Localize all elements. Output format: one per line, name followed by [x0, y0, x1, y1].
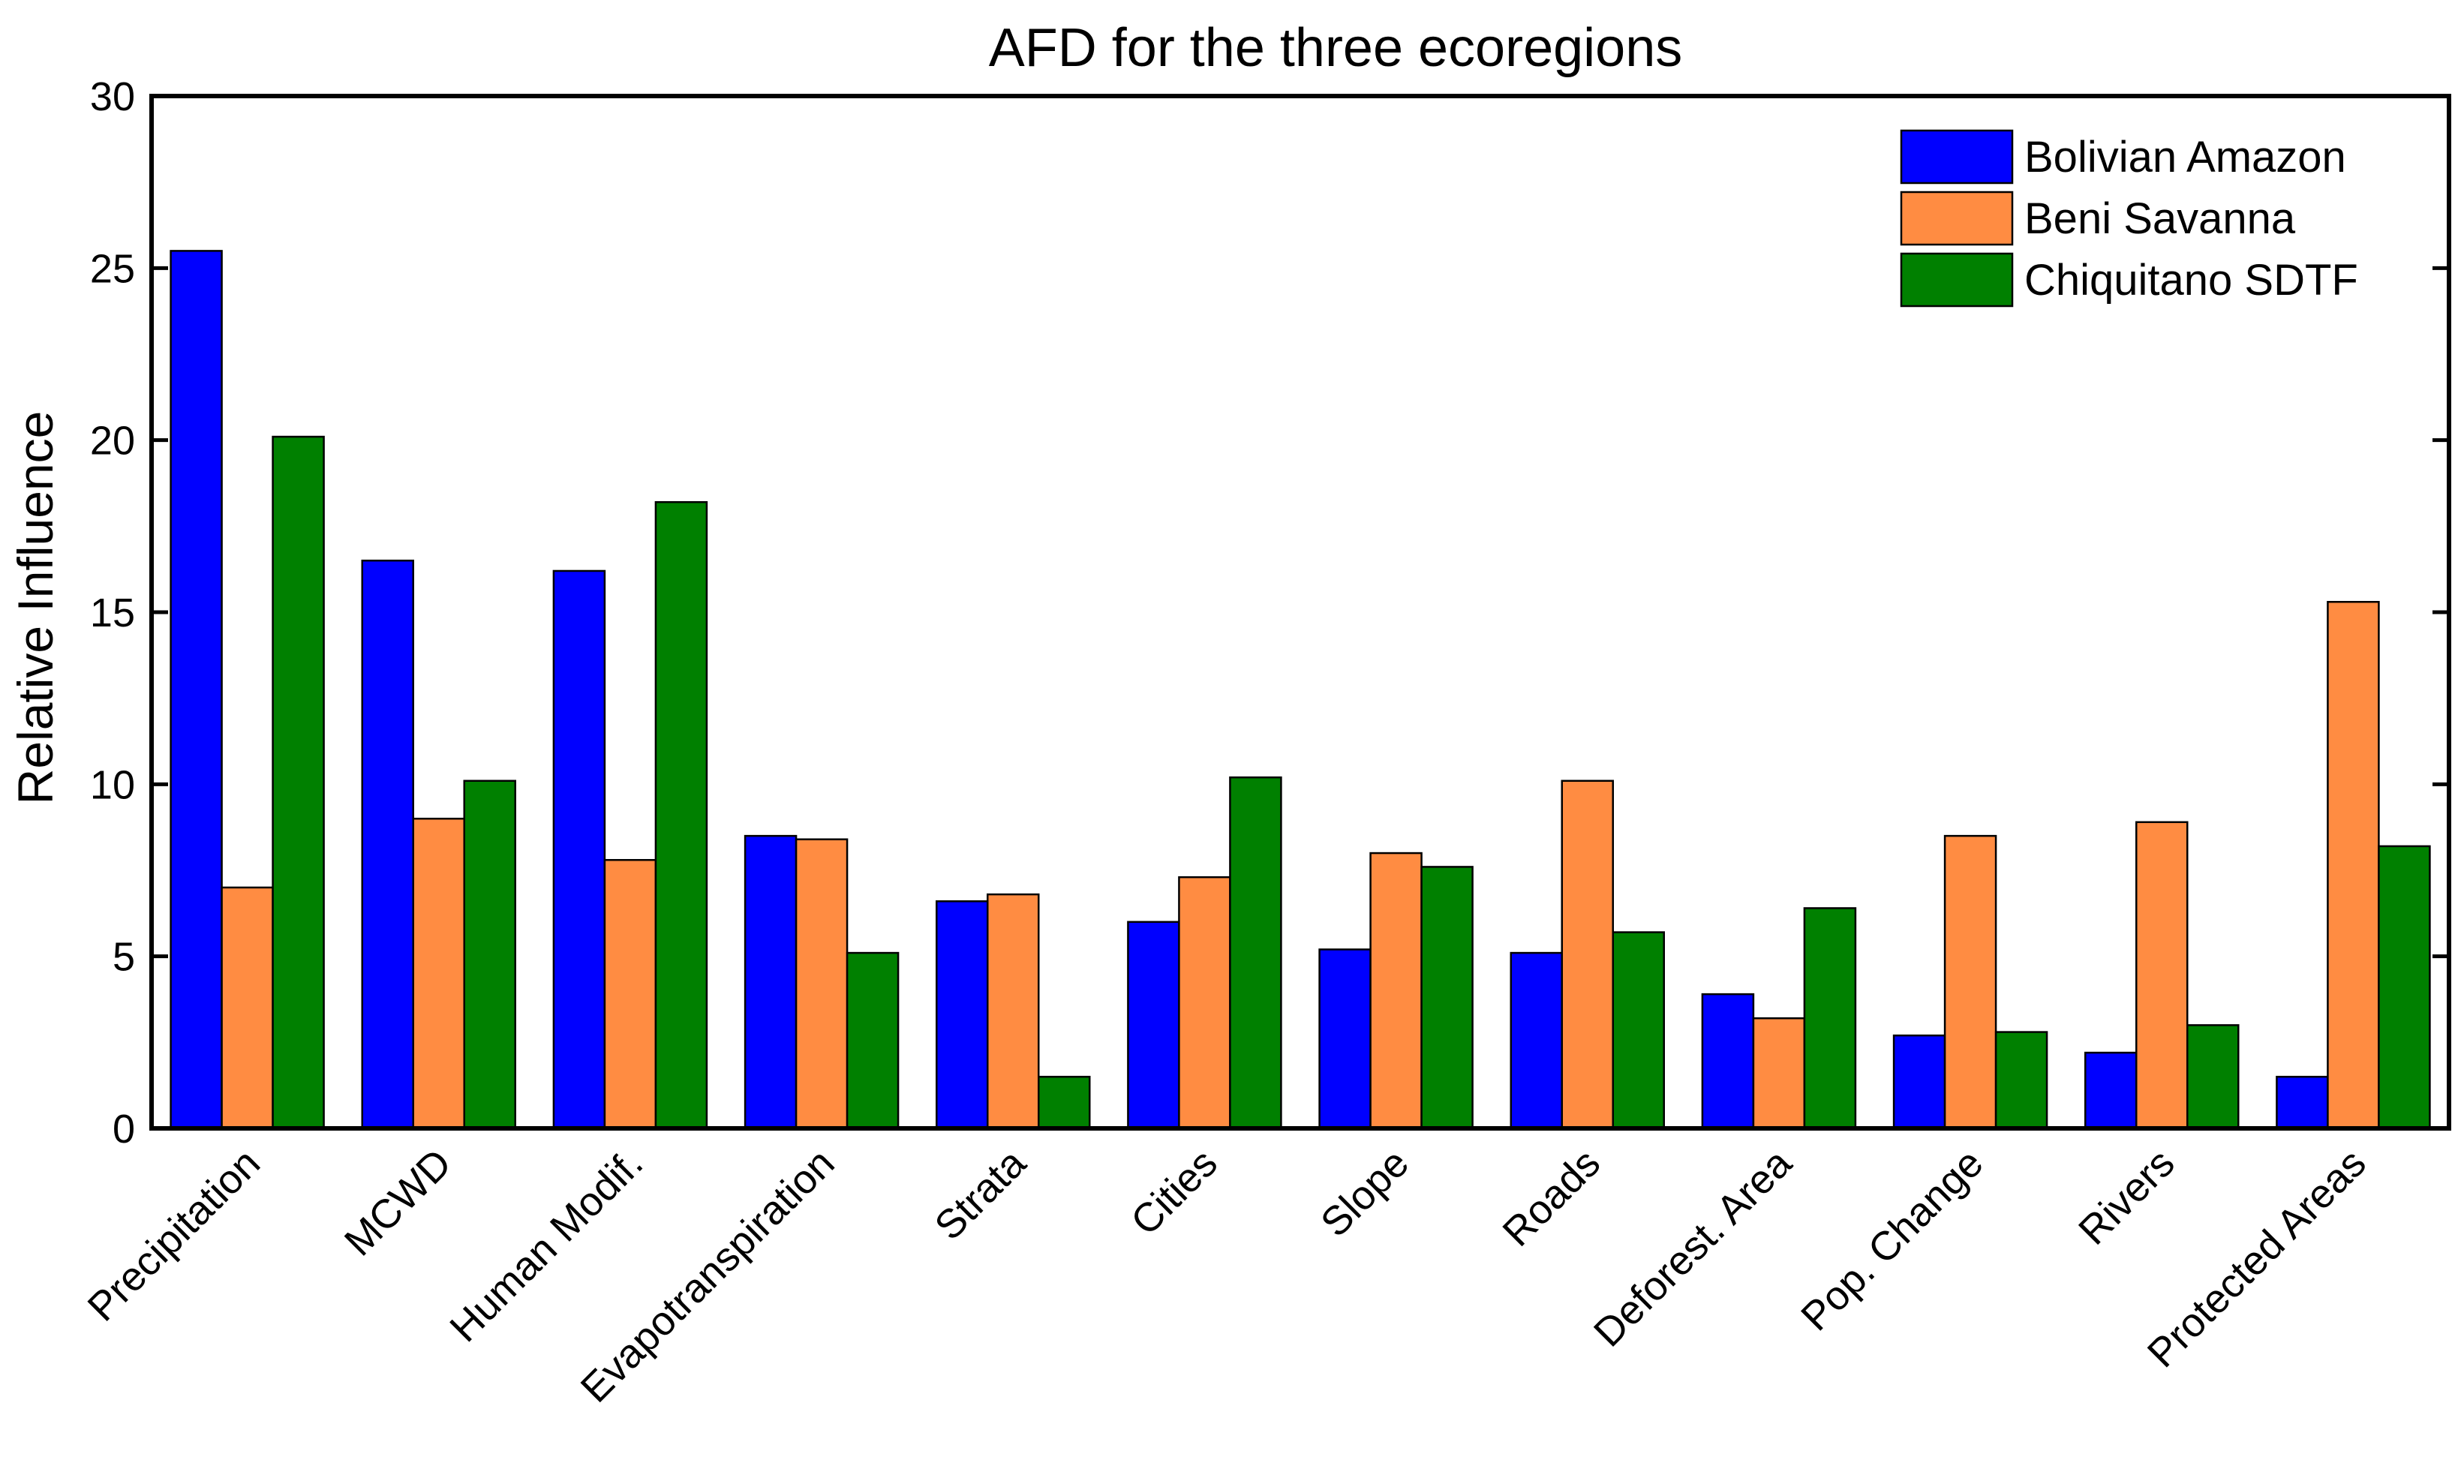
y-tick-label: 10	[90, 762, 135, 807]
bar-bolivian-amazon-0	[170, 250, 223, 1130]
legend-swatch	[1900, 129, 2014, 185]
bar-chiquitano-sdtf-9	[1994, 1031, 2048, 1130]
bar-beni-savanna-7	[1561, 780, 1614, 1130]
y-tick-label: 20	[90, 419, 135, 464]
bar-beni-savanna-1	[412, 817, 465, 1130]
bar-chiquitano-sdtf-3	[846, 951, 900, 1130]
legend-label: Bolivian Amazon	[2024, 133, 2346, 182]
bar-beni-savanna-11	[2327, 600, 2380, 1130]
bar-beni-savanna-9	[1943, 834, 1997, 1130]
x-category-label: Rivers	[2070, 1140, 2183, 1254]
bar-bolivian-amazon-11	[2276, 1075, 2329, 1130]
bar-chiquitano-sdtf-7	[1612, 931, 1665, 1130]
bar-beni-savanna-8	[1752, 1017, 1806, 1130]
bar-chiquitano-sdtf-0	[272, 435, 325, 1130]
bar-bolivian-amazon-10	[2084, 1051, 2138, 1130]
bar-chiquitano-sdtf-10	[2186, 1024, 2240, 1130]
bar-bolivian-amazon-2	[552, 569, 606, 1130]
bar-bolivian-amazon-5	[1127, 921, 1180, 1130]
y-tick-label: 5	[113, 935, 135, 980]
x-category-label: Strata	[926, 1140, 1035, 1248]
plot-frame	[149, 94, 2451, 1131]
bar-chiquitano-sdtf-2	[654, 500, 708, 1130]
x-category-label: Cities	[1122, 1140, 1226, 1244]
bar-bolivian-amazon-8	[1701, 993, 1755, 1130]
bar-chiquitano-sdtf-1	[463, 780, 516, 1130]
bars-group	[170, 250, 2431, 1130]
x-category-label: Slope	[1312, 1140, 1417, 1245]
bar-chiquitano-sdtf-11	[2378, 845, 2431, 1130]
x-category-label: Precipitation	[80, 1140, 269, 1330]
y-tick-label: 0	[113, 1107, 135, 1152]
bar-beni-savanna-0	[221, 886, 274, 1130]
bar-chiquitano-sdtf-5	[1229, 776, 1282, 1130]
bar-bolivian-amazon-7	[1510, 951, 1563, 1130]
legend: Bolivian Amazon Beni Savanna Chiquitano SD…	[1900, 129, 2358, 308]
x-category-label: Human Modif.	[441, 1140, 651, 1350]
x-category-label: MCWD	[336, 1140, 460, 1264]
bar-bolivian-amazon-6	[1318, 948, 1372, 1130]
legend-label: Chiquitano SDTF	[2024, 256, 2358, 305]
bar-chiquitano-sdtf-8	[1803, 907, 1857, 1130]
y-tick-label: 15	[90, 590, 135, 635]
bar-beni-savanna-4	[987, 893, 1040, 1130]
bar-bolivian-amazon-1	[361, 559, 414, 1130]
bar-bolivian-amazon-3	[744, 834, 798, 1130]
bar-chiquitano-sdtf-6	[1420, 866, 1474, 1130]
y-tick-label: 30	[90, 74, 135, 119]
bar-bolivian-amazon-9	[1892, 1034, 1946, 1130]
bar-beni-savanna-5	[1178, 876, 1231, 1130]
legend-label: Beni Savanna	[2024, 194, 2296, 243]
bar-bolivian-amazon-4	[936, 900, 989, 1130]
x-category-label: Roads	[1494, 1140, 1609, 1255]
bar-chiquitano-sdtf-4	[1038, 1075, 1091, 1130]
bar-beni-savanna-6	[1369, 852, 1423, 1130]
y-axis-label: Relative Influence	[8, 411, 63, 805]
chart-title: AFD for the three ecoregions	[989, 18, 1682, 78]
bar-beni-savanna-10	[2135, 821, 2189, 1130]
legend-swatch	[1900, 252, 2014, 308]
x-category-label: Pop. Change	[1792, 1140, 1991, 1339]
bar-beni-savanna-2	[603, 858, 657, 1130]
bar-beni-savanna-3	[795, 838, 849, 1130]
y-axis: 0 5 10 15 20 25 30	[90, 74, 2449, 1152]
x-category-label: Deforest. Area	[1585, 1140, 1801, 1355]
legend-swatch	[1900, 191, 2014, 246]
y-tick-label: 25	[90, 246, 135, 291]
